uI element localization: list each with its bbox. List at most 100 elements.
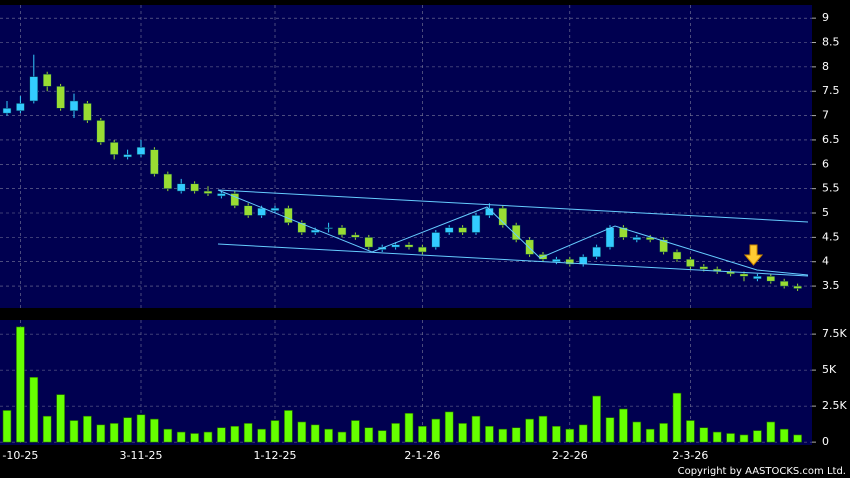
candle-body	[337, 227, 347, 236]
volume-bar	[42, 415, 52, 443]
y-tick-label: 6.5	[822, 133, 840, 146]
candle-body	[458, 227, 467, 233]
candle-body	[565, 259, 575, 265]
trend-line	[217, 189, 809, 223]
candle-body	[498, 207, 508, 226]
candle-body	[592, 246, 601, 258]
trend-lines	[217, 189, 809, 277]
candle-body	[123, 154, 132, 158]
y-tick-label: 4	[822, 255, 829, 268]
volume-bar	[686, 420, 695, 443]
volume-bar	[404, 413, 414, 443]
volume-bar	[699, 427, 709, 443]
candle-body	[163, 173, 173, 189]
volume-bar	[83, 415, 92, 443]
candle-body	[176, 183, 186, 192]
volume-bar	[659, 423, 668, 443]
y-tick-label: 0	[822, 435, 829, 448]
candle-body	[605, 227, 615, 248]
x-tick-label: 3-11-25	[120, 449, 163, 462]
candle-body	[404, 244, 414, 248]
x-tick-label: -10-25	[2, 449, 38, 462]
candle-body	[444, 227, 454, 233]
volume-bar	[511, 427, 521, 443]
candle-body	[351, 234, 360, 238]
y-tick-label: 7.5	[822, 84, 840, 97]
volume-bar	[578, 424, 588, 443]
y-tick-label: 2.5K	[822, 399, 847, 412]
candle-body	[739, 273, 749, 277]
candle-body	[793, 285, 802, 289]
y-tick-label: 3.5	[822, 279, 840, 292]
volume-bar	[16, 326, 25, 443]
volume-bar	[243, 423, 253, 443]
volume-bar	[2, 410, 12, 443]
candle-body	[753, 276, 762, 280]
volume-bar	[176, 431, 186, 443]
candle-body	[632, 237, 642, 241]
candle-body	[552, 259, 561, 262]
volume-bar	[444, 411, 454, 443]
volume-bar	[418, 425, 427, 443]
volume-bar	[619, 408, 628, 443]
volume-bar	[498, 428, 508, 443]
y-tick-label: 6	[822, 157, 829, 170]
volume-bar	[471, 415, 481, 443]
volume-bar	[257, 428, 266, 443]
candle-body	[217, 193, 226, 197]
volume-bar	[69, 420, 79, 443]
candle-body	[578, 256, 588, 265]
volume-bar	[431, 418, 441, 443]
volume-bar	[297, 421, 307, 443]
candle-body	[779, 280, 789, 287]
candle-body	[324, 227, 333, 229]
candle-body	[297, 222, 307, 233]
x-tick-label: 2-3-26	[672, 449, 708, 462]
x-tick-label: 2-1-26	[404, 449, 440, 462]
candle-body	[257, 207, 266, 216]
candle-body	[42, 73, 52, 87]
volume-bar	[96, 424, 106, 443]
volume-bar	[793, 434, 802, 443]
volume-bar	[136, 414, 146, 443]
candle-body	[230, 193, 240, 206]
x-tick-label: 2-2-26	[552, 449, 588, 462]
candle-body	[391, 244, 400, 248]
trend-line	[217, 189, 809, 276]
y-tick-label: 5	[822, 206, 829, 219]
y-tick-label: 8.5	[822, 36, 840, 49]
volume-bar	[217, 427, 226, 443]
candle-body	[243, 205, 253, 216]
volume-bar	[592, 395, 601, 443]
y-tick-label: 9	[822, 11, 829, 24]
y-tick-label: 7.5K	[822, 327, 847, 340]
candle-body	[56, 86, 65, 109]
y-tick-label: 8	[822, 60, 829, 73]
candle-body	[29, 76, 39, 102]
volume-bar	[779, 428, 789, 443]
candle-body	[699, 266, 709, 270]
volume-bar	[645, 428, 655, 443]
candle-body	[16, 103, 25, 111]
volume-bar	[538, 415, 548, 443]
candle-body	[431, 232, 441, 248]
candle-body	[471, 215, 481, 233]
volume-bar	[565, 428, 575, 443]
candle-body	[766, 276, 776, 282]
candle-body	[511, 224, 521, 241]
y-tick-label: 5K	[822, 363, 837, 376]
volume-bar	[712, 431, 722, 443]
candle-body	[96, 120, 106, 143]
volume-bar	[109, 423, 119, 443]
volume-bar	[337, 431, 347, 443]
y-tick-label: 7	[822, 109, 829, 122]
candle-body	[136, 146, 146, 155]
y-tick-label: 4.5	[822, 230, 840, 243]
arrow	[743, 244, 764, 266]
volume-bar	[552, 425, 561, 443]
candle-body	[69, 100, 79, 111]
volume-bar	[726, 433, 735, 443]
volume-bar	[123, 417, 132, 443]
copyright: Copyright by AASTOCKS.com Ltd.	[678, 466, 846, 477]
